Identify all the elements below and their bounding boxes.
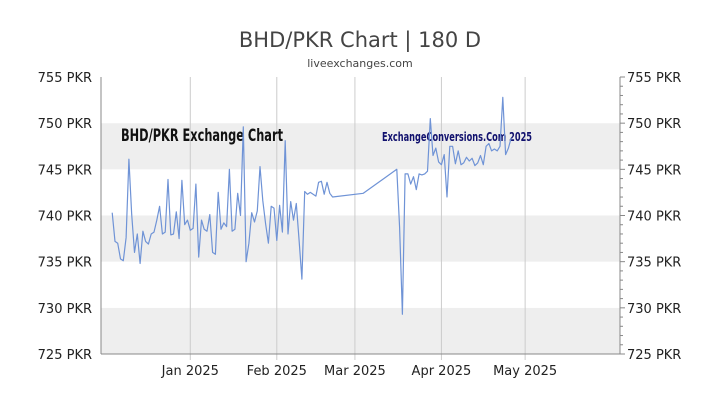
grid-band xyxy=(101,77,620,124)
y-tick-label-left: 750 PKR xyxy=(38,117,92,132)
y-tick-label-right: 755 PKR xyxy=(627,71,681,86)
grid-band xyxy=(101,123,620,170)
y-tick-label-right: 750 PKR xyxy=(627,117,681,132)
y-tick-label-left: 735 PKR xyxy=(38,256,92,271)
x-tick-label: Feb 2025 xyxy=(247,364,307,379)
y-tick-label-right: 725 PKR xyxy=(627,348,681,363)
y-axis-right-ticks: 725 PKR 730 PKR 735 PKR 740 PKR 745 PKR 750 P… xyxy=(627,71,681,363)
x-tick-label: Apr 2025 xyxy=(412,364,472,379)
vertical-gridlines xyxy=(189,77,526,360)
y-axis-left-ticks: 725 PKR 730 PKR 735 PKR 740 PKR 745 PKR 750 P… xyxy=(38,71,92,363)
y-tick-label-left: 740 PKR xyxy=(38,210,92,225)
y-tick-label-left: 725 PKR xyxy=(38,348,92,363)
axes xyxy=(100,76,625,355)
x-axis-ticks: Jan 2025 Feb 2025 Mar 2025 Apr 2025 May 2025 xyxy=(161,364,558,379)
y-tick-label-right: 740 PKR xyxy=(627,210,681,225)
y-tick-label-right: 730 PKR xyxy=(627,302,681,317)
chart-subtitle: liveexchanges.com xyxy=(307,57,412,70)
x-tick-label: May 2025 xyxy=(493,364,557,379)
y-tick-label-right: 745 PKR xyxy=(627,163,681,178)
y-tick-label-right: 735 PKR xyxy=(627,256,681,271)
chart-title: BHD/PKR Chart | 180 D xyxy=(239,28,481,53)
y-tick-label-left: 730 PKR xyxy=(38,302,92,317)
watermark-left: BHD/PKR Exchange Chart xyxy=(121,126,283,146)
y-tick-label-left: 745 PKR xyxy=(38,163,92,178)
grid-band xyxy=(101,169,620,216)
y-tick-label-left: 755 PKR xyxy=(38,71,92,86)
grid-band xyxy=(101,307,620,354)
watermark-right: ExchangeConversions.Com 2025 xyxy=(382,130,532,144)
grid-band xyxy=(101,215,620,262)
x-tick-label: Jan 2025 xyxy=(161,364,219,379)
grid-band xyxy=(101,261,620,308)
x-tick-label: Mar 2025 xyxy=(324,364,386,379)
series-group xyxy=(111,96,512,315)
background-bands xyxy=(101,77,620,354)
